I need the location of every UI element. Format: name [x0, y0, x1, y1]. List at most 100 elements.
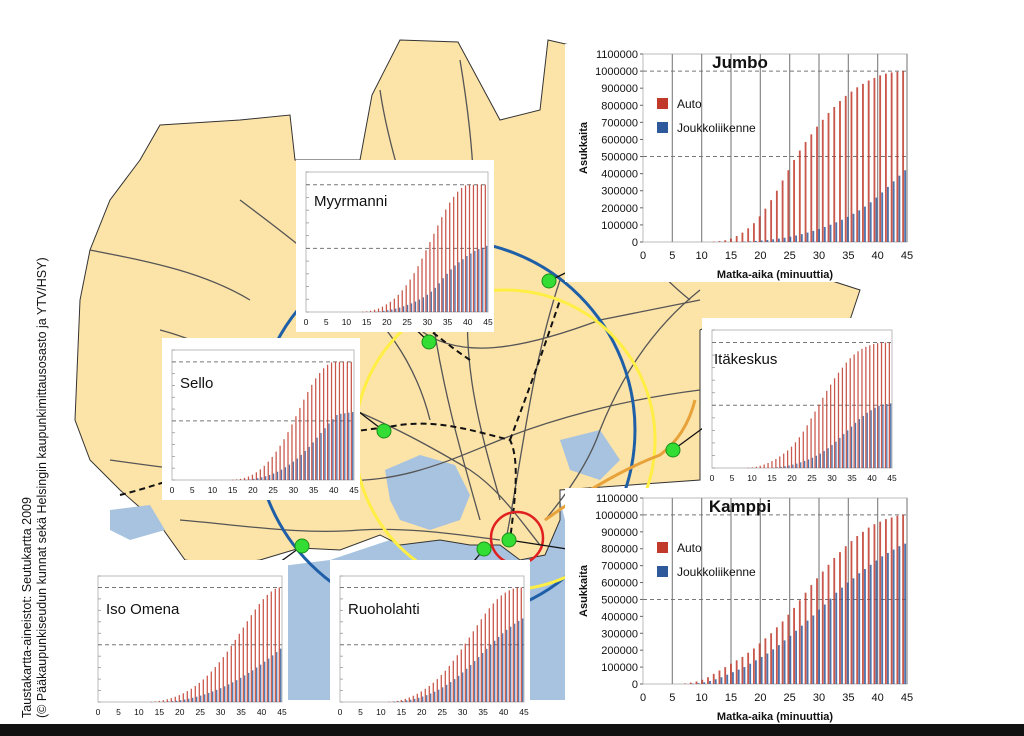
joukkoliikenne-bar — [498, 636, 500, 702]
y-tick-label: 200000 — [601, 203, 638, 215]
y-tick-label: 500000 — [601, 152, 638, 164]
joukkoliikenne-bar — [835, 441, 837, 468]
legend-label-auto: Auto — [677, 97, 702, 111]
joukkoliikenne-bar — [256, 667, 258, 702]
auto-bar — [747, 467, 750, 469]
joukkoliikenne-bar — [812, 230, 815, 242]
auto-bar — [222, 657, 224, 702]
joukkoliikenne-bar — [172, 701, 174, 702]
station-marker-sello — [376, 423, 392, 439]
joukkoliikenne-bar — [823, 451, 825, 468]
joukkoliikenne-bar — [395, 308, 397, 312]
auto-bar — [888, 342, 890, 468]
joukkoliikenne-bar — [442, 278, 444, 312]
auto-bar — [821, 119, 824, 242]
joukkoliikenne-bar — [249, 479, 251, 480]
chart-title: Sello — [180, 375, 213, 392]
joukkoliikenne-bar — [864, 206, 866, 242]
joukkoliikenne-bar — [904, 543, 907, 684]
joukkoliikenne-bar — [875, 560, 878, 684]
y-tick-label: 600000 — [601, 134, 638, 146]
auto-bar — [767, 462, 769, 468]
auto-bar — [190, 688, 192, 702]
x-tick-label: 40 — [329, 485, 339, 495]
auto-bar — [154, 701, 156, 702]
joukkoliikenne-bar — [890, 403, 892, 468]
joukkoliikenne-bar — [796, 463, 798, 468]
x-tick-label: 0 — [640, 250, 646, 262]
auto-bar — [758, 216, 761, 242]
auto-bar — [775, 627, 778, 684]
joukkoliikenne-bar — [898, 175, 901, 242]
auto-bar — [425, 250, 427, 312]
joukkoliikenne-bar — [304, 451, 306, 480]
auto-bar — [350, 361, 352, 480]
joukkoliikenne-bar — [375, 311, 377, 313]
map-credit: Taustakartta-aineistot: Seutukartta 2009… — [20, 257, 60, 718]
joukkoliikenne-bar — [490, 644, 492, 702]
auto-bar — [775, 190, 778, 242]
auto-bar — [488, 608, 490, 702]
plot-area — [171, 349, 355, 481]
joukkoliikenne-bar — [410, 699, 412, 702]
y-tick-label: 300000 — [601, 186, 638, 198]
joukkoliikenne-bar — [288, 464, 291, 480]
auto-bar — [770, 633, 773, 684]
auto-bar — [239, 478, 242, 480]
joukkoliikenne-bar — [898, 546, 901, 684]
joukkoliikenne-bar — [892, 549, 895, 684]
joukkoliikenne-bar — [522, 618, 524, 702]
auto-bar — [839, 552, 841, 684]
auto-bar — [404, 698, 406, 702]
auto-bar — [230, 645, 232, 702]
joukkoliikenne-bar — [462, 672, 464, 702]
joukkoliikenne-bar — [402, 306, 405, 312]
auto-bar — [246, 621, 248, 702]
y-tick-label: 0 — [632, 237, 638, 249]
joukkoliikenne-bar — [737, 669, 740, 684]
legend-swatch-joukkoliikenne — [657, 122, 668, 133]
auto-bar — [441, 217, 443, 312]
joukkoliikenne-bar — [272, 473, 275, 480]
auto-bar — [295, 416, 297, 480]
auto-bar — [810, 418, 812, 468]
joukkoliikenne-bar — [430, 693, 432, 702]
auto-bar — [275, 451, 277, 480]
auto-bar — [869, 345, 871, 468]
chart-background — [162, 338, 360, 500]
auto-bar — [242, 627, 244, 702]
auto-bar — [884, 73, 887, 242]
auto-bar — [755, 466, 757, 468]
joukkoliikenne-bar — [864, 569, 866, 684]
station-marker-kamppi — [501, 532, 517, 548]
joukkoliikenne-bar — [450, 269, 452, 312]
x-tick-label: 0 — [640, 692, 646, 704]
auto-bar — [775, 458, 777, 468]
joukkoliikenne-bar — [904, 170, 907, 242]
joukkoliikenne-bar — [300, 454, 302, 480]
x-tick-label: 20 — [754, 250, 766, 262]
auto-bar — [879, 75, 882, 242]
joukkoliikenne-bar — [858, 419, 861, 468]
joukkoliikenne-bar — [749, 241, 752, 242]
x-tick-label: 20 — [248, 485, 258, 495]
joukkoliikenne-bar — [418, 697, 420, 702]
joukkoliikenne-bar — [766, 239, 769, 242]
joukkoliikenne-bar — [850, 426, 853, 468]
y-tick-label: 1100000 — [596, 49, 638, 61]
auto-bar — [449, 202, 451, 312]
joukkoliikenne-bar — [502, 633, 504, 702]
auto-bar — [844, 546, 847, 684]
auto-bar — [890, 72, 893, 242]
x-tick-label: 25 — [437, 707, 447, 717]
auto-bar — [342, 361, 345, 480]
joukkoliikenne-bar — [268, 658, 270, 702]
x-tick-label: 10 — [696, 250, 708, 262]
joukkoliikenne-bar — [795, 630, 798, 684]
joukkoliikenne-bar — [875, 197, 878, 242]
auto-bar — [484, 613, 486, 702]
auto-bar — [448, 665, 450, 702]
auto-bar — [255, 472, 258, 480]
auto-bar — [210, 671, 212, 702]
joukkoliikenne-bar — [843, 434, 845, 468]
